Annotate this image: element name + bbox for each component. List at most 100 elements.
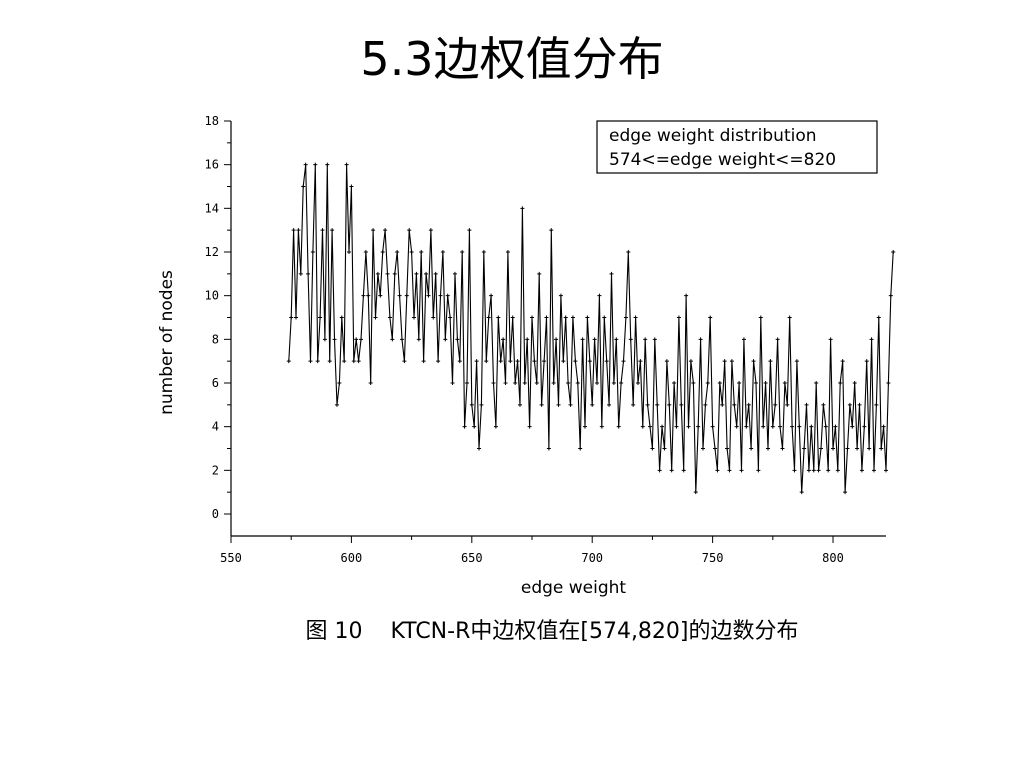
data-point-marker [746,402,751,407]
data-point-marker [368,381,373,385]
data-point-marker [469,402,474,407]
data-point-marker [539,402,544,407]
data-point-marker [643,337,648,342]
data-point-marker [708,315,713,320]
data-point-marker [686,424,691,429]
y-tick-label: 8 [212,332,219,346]
data-point-marker [530,315,535,320]
data-point-marker [792,468,797,473]
data-point-marker [732,402,737,407]
data-point-marker [378,293,383,298]
chart-legend: edge weight distribution 574<=edge weight… [596,120,878,174]
data-point-marker [580,337,585,342]
data-point-marker [640,424,645,429]
x-tick-label: 600 [341,551,363,565]
data-point-marker [409,250,414,254]
data-point-marker [452,271,457,276]
data-point-marker [855,446,860,451]
data-point-marker [315,359,320,364]
data-point-marker [804,402,809,407]
data-point-marker [289,315,294,320]
data-point-marker [859,468,864,473]
data-point-marker [867,446,872,451]
data-point-marker [544,315,549,320]
data-point-marker [698,337,703,342]
data-point-marker [693,490,698,495]
data-point-marker [318,315,323,320]
data-point-marker [363,250,368,254]
data-point-marker [412,315,417,320]
data-point-marker [664,359,669,364]
data-point-marker [790,424,795,429]
data-point-marker [399,337,404,342]
data-point-marker [542,359,547,364]
data-point-marker [294,315,299,320]
data-point-marker [669,468,674,473]
data-point-marker [549,228,554,233]
data-point-marker [638,359,643,364]
data-point-marker [375,271,380,276]
data-point-marker [334,402,339,407]
data-point-marker [616,424,621,429]
data-point-marker [496,315,501,320]
data-point-marker [667,402,672,407]
y-tick-label: 0 [212,507,219,521]
data-point-marker [337,381,342,385]
data-point-marker [407,228,412,233]
data-point-marker [681,468,686,473]
data-point-marker [489,293,494,298]
data-point-marker [464,381,469,385]
data-point-marker [888,293,893,298]
data-point-marker [770,424,775,429]
data-point-marker [568,402,573,407]
data-point-marker [517,402,522,407]
data-point-marker [433,271,438,276]
data-point-marker [778,424,783,429]
data-point-marker [537,271,542,276]
figure-caption: 图 10 KTCN-R中边权值在[574,820]的边数分布 [0,612,1024,652]
data-point-marker [486,315,491,320]
slide-title: 5.3边权值分布 [360,32,664,86]
data-point-marker [691,381,696,385]
data-point-marker [814,381,819,385]
data-point-marker [390,337,395,342]
data-point-marker [373,315,378,320]
data-point-marker [597,293,602,298]
data-point-marker [862,424,867,429]
data-point-marker [785,402,790,407]
data-point-marker [351,359,356,364]
data-point-marker [775,337,780,342]
data-point-marker [884,468,888,473]
data-point-marker [843,490,848,495]
data-point-marker [623,315,628,320]
data-point-marker [761,424,766,429]
data-point-marker [787,315,792,320]
data-point-marker [561,359,566,364]
data-point-marker [587,359,592,364]
data-point-marker [604,359,609,364]
data-point-marker [713,446,718,451]
data-point-marker [322,337,327,342]
data-point-marker [306,271,311,276]
data-point-marker [676,315,681,320]
data-point-marker [419,250,424,254]
data-point-marker [609,271,614,276]
data-point-marker [710,424,715,429]
data-point-marker [472,424,477,429]
data-point-marker [448,315,453,320]
data-point-marker [780,446,785,451]
data-point-marker [296,228,301,233]
data-point-marker [431,315,436,320]
data-point-marker [845,446,850,451]
data-point-marker [628,337,633,342]
data-point-marker [522,381,527,385]
data-point-marker [354,337,359,342]
data-point-marker [330,228,335,233]
data-point-marker [503,381,508,385]
data-point-marker [440,250,445,254]
data-point-marker [657,468,662,473]
data-point-marker [595,381,600,385]
data-point-marker [344,162,349,167]
data-point-marker [763,381,768,385]
data-point-marker [857,402,862,407]
